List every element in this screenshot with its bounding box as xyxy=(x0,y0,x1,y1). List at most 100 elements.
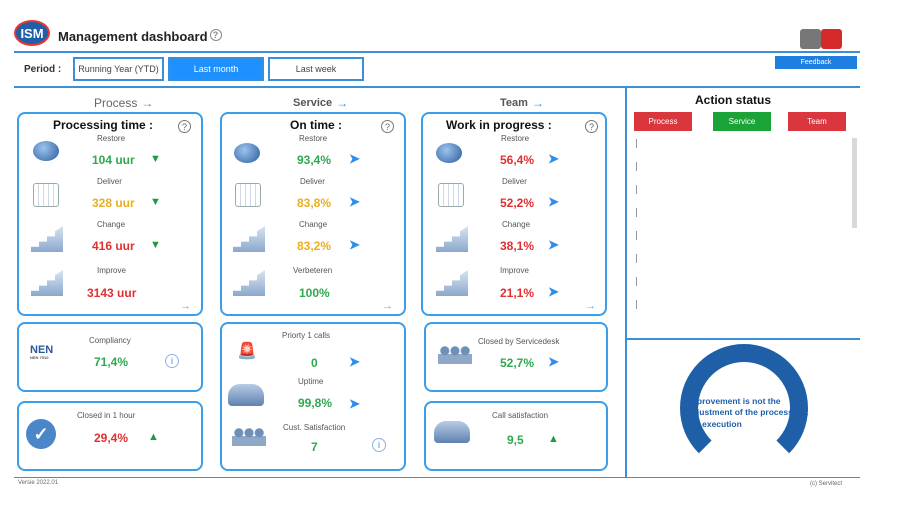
chevron-down-icon: ▼ xyxy=(150,196,161,208)
metric-label: Restore xyxy=(97,134,126,143)
metric-value: 93,4% xyxy=(297,153,332,167)
period-last-month-button[interactable]: Last month xyxy=(168,57,264,81)
metric-value: 83,2% xyxy=(297,239,332,253)
metric-value: 3143 uur xyxy=(87,286,137,300)
siren-icon: 🚨 xyxy=(237,343,257,360)
action-team-button[interactable]: Team xyxy=(788,112,846,131)
metric-value: 83,8% xyxy=(297,196,332,210)
period-last-week-button[interactable]: Last week xyxy=(268,57,364,81)
metric-value: 7 xyxy=(311,440,318,454)
metric-label: Verbeteren xyxy=(293,266,333,275)
deliver-icon xyxy=(33,183,59,207)
service-heading-text: Service xyxy=(293,97,333,109)
action-process-button[interactable]: Process xyxy=(634,112,692,131)
metric-value: 328 uur xyxy=(92,196,135,210)
puzzle-icon[interactable] xyxy=(800,29,842,49)
servicedesk-team-icon xyxy=(438,342,472,364)
arrow-right-icon: ➤ xyxy=(349,194,360,209)
arrow-right-icon: ➤ xyxy=(349,396,360,411)
metric-label: Improve xyxy=(97,266,126,275)
arrow-right-icon: ➤ xyxy=(548,237,559,252)
cloud-icon xyxy=(434,421,470,443)
arrow-right-icon: ➤ xyxy=(548,354,559,369)
team-heading[interactable]: Team → xyxy=(500,96,544,110)
metric-label: Change xyxy=(97,220,126,229)
metric-value: 29,4% xyxy=(94,431,129,445)
metric-label: Deliver xyxy=(502,177,527,186)
period-divider xyxy=(14,86,860,88)
customers-icon xyxy=(232,424,266,446)
metric-label: Closed in 1 hour xyxy=(77,411,136,420)
process-heading-text: Process xyxy=(94,96,138,110)
panel-divider xyxy=(625,87,627,478)
restore-icon xyxy=(234,143,260,163)
action-status-title: Action status xyxy=(695,93,772,107)
ism-logo: ISM xyxy=(14,20,50,46)
panel-split xyxy=(627,338,860,340)
deliver-icon xyxy=(235,183,261,207)
chevron-down-icon: ▼ xyxy=(150,239,161,251)
metric-value: 416 uur xyxy=(92,239,135,253)
metric-label: Restore xyxy=(501,134,530,143)
arrow-right-icon: ➤ xyxy=(349,354,360,369)
improvement-quote: Improvement is not the adjustment of the… xyxy=(687,396,809,429)
restore-icon xyxy=(436,143,462,163)
metric-label: Deliver xyxy=(300,177,325,186)
arrow-right-icon[interactable]: → xyxy=(382,300,393,312)
metric-label: Closed by Servicedesk xyxy=(478,337,560,346)
process-heading[interactable]: Process → xyxy=(94,96,153,110)
metric-value: 52,2% xyxy=(500,196,535,210)
arrow-right-icon: ➤ xyxy=(349,237,360,252)
copyright-label: (c) Servitect xyxy=(810,481,843,487)
metric-label: Change xyxy=(502,220,531,229)
list-tick xyxy=(636,185,637,194)
cloud-icon xyxy=(228,384,264,406)
metric-value: 9,5 xyxy=(507,433,524,447)
help-icon[interactable]: ? xyxy=(381,120,394,133)
metric-value: 0 xyxy=(311,356,318,370)
metric-label: Uptime xyxy=(298,377,324,386)
period-label: Period : xyxy=(24,64,62,75)
action-service-button[interactable]: Service xyxy=(713,112,771,131)
metric-value: 52,7% xyxy=(500,356,535,370)
chevron-up-icon: ▲ xyxy=(548,433,559,445)
help-icon[interactable]: ? xyxy=(178,120,191,133)
action-list-scrollbar[interactable] xyxy=(852,138,857,228)
metric-label: Priorty 1 calls xyxy=(282,331,331,340)
nen-logo-icon: NEN NEN 7510 xyxy=(30,344,54,360)
chevron-down-icon: ▼ xyxy=(150,153,161,165)
list-tick xyxy=(636,254,637,263)
arrow-right-icon: ➤ xyxy=(548,284,559,299)
service-card-title: On time : xyxy=(290,118,343,132)
metric-value: 21,1% xyxy=(500,286,535,300)
page-title-text: Management dashboard xyxy=(58,29,208,44)
help-icon[interactable]: ? xyxy=(209,29,222,41)
metric-value: 56,4% xyxy=(500,153,535,167)
header-divider xyxy=(14,51,860,53)
arrow-right-icon: ➤ xyxy=(548,194,559,209)
arrow-right-icon: ➤ xyxy=(548,151,559,166)
team-heading-text: Team xyxy=(500,97,528,109)
metric-value: 71,4% xyxy=(94,355,129,369)
feedback-button[interactable]: Feedback xyxy=(775,56,857,69)
info-icon[interactable]: i xyxy=(372,438,386,452)
closed-hour-card xyxy=(17,401,203,471)
metric-label: Call satisfaction xyxy=(492,411,549,420)
process-card-title: Processing time : xyxy=(53,118,154,132)
list-tick xyxy=(636,277,637,286)
arrow-right-icon: → xyxy=(336,96,349,110)
restore-icon xyxy=(33,141,59,161)
period-ytd-button[interactable]: Running Year (YTD) xyxy=(73,57,164,81)
service-heading[interactable]: Service → xyxy=(293,96,348,110)
metric-label: Compliancy xyxy=(89,336,131,345)
deliver-icon xyxy=(438,183,464,207)
arrow-right-icon[interactable]: → xyxy=(585,300,596,312)
arrow-right-icon[interactable]: → xyxy=(180,300,191,312)
help-icon[interactable]: ? xyxy=(585,120,598,133)
metric-label: Change xyxy=(299,220,328,229)
checkmark-icon: ✓ xyxy=(26,419,56,449)
arrow-right-icon: ➤ xyxy=(349,151,360,166)
list-tick xyxy=(636,162,637,171)
page-title: Management dashboard? xyxy=(58,29,222,44)
info-icon[interactable]: i xyxy=(165,354,179,368)
